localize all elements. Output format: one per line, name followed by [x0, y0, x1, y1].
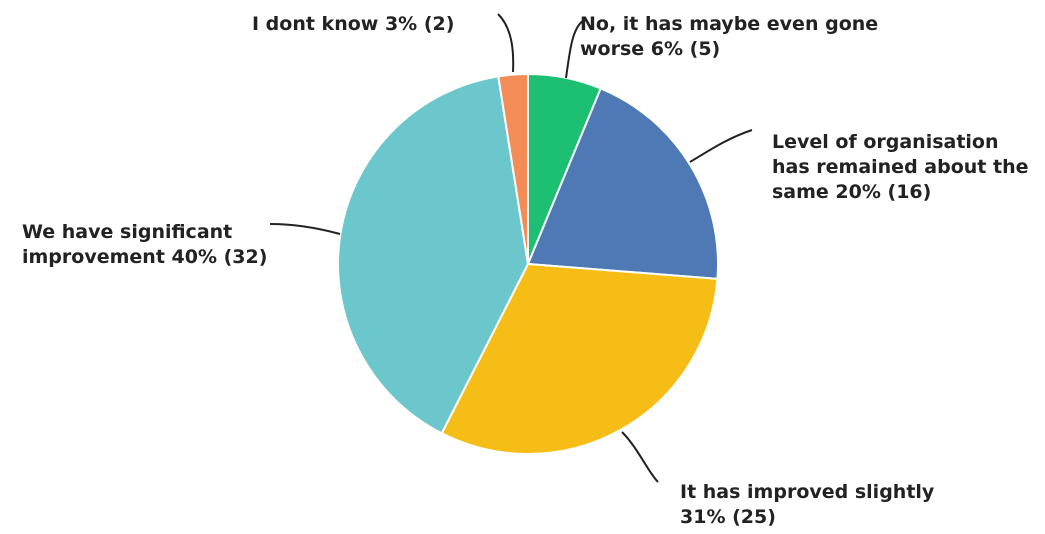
leader-line-dont-know [497, 13, 515, 73]
slice-label-significant: We have significant improvement 40% (32) [22, 221, 268, 268]
slice-significant [337, 75, 530, 435]
slice-label-worse: No, it has maybe even gone worse 6% (5) [580, 13, 879, 60]
slice-label-slightly: It has improved slightly 31% (25) [680, 481, 935, 528]
leader-line-significant [269, 223, 341, 235]
slice-dont-know [497, 72, 529, 265]
slice-same [526, 87, 719, 280]
slice-label-dont-know: I dont know 3% (2) [252, 13, 455, 35]
leader-line-worse [565, 19, 585, 79]
leader-line-slightly [621, 431, 659, 483]
leader-line-same [689, 129, 753, 163]
slice-label-same: Level of organisation has remained about… [772, 131, 1029, 203]
slice-slightly [440, 262, 719, 455]
pie-slices [337, 72, 719, 455]
leader-lines [269, 13, 753, 483]
